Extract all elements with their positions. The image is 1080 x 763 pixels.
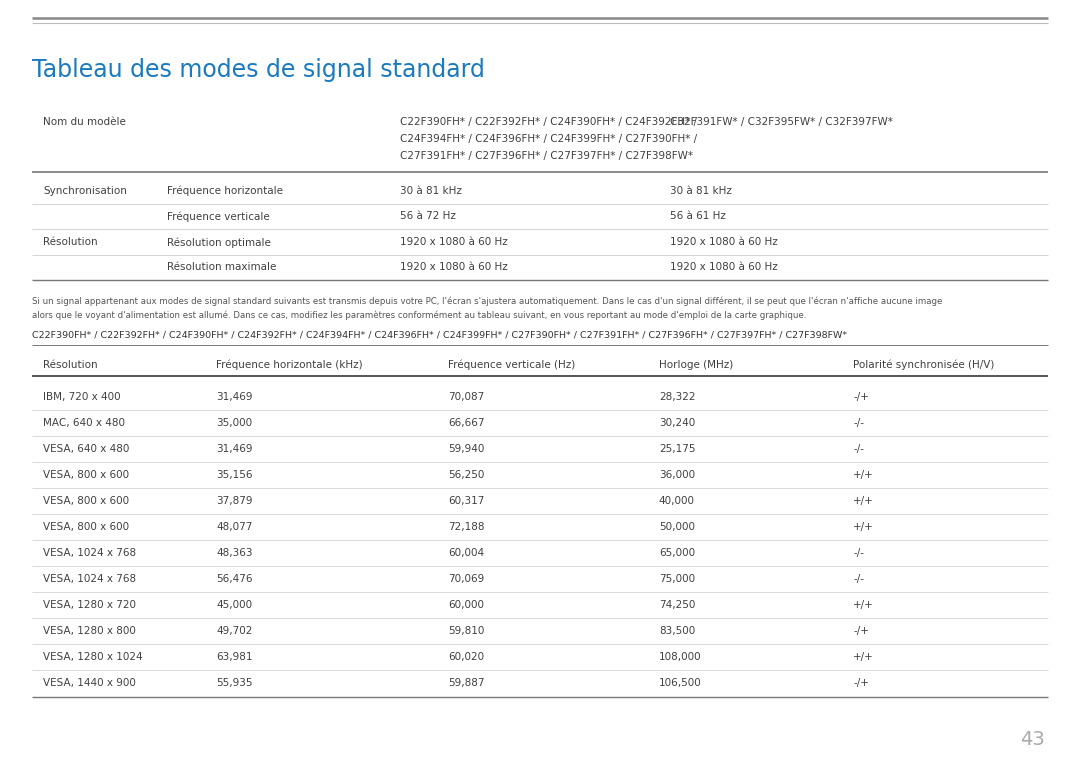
Text: 56,476: 56,476 [216, 574, 253, 584]
Text: -/-: -/- [853, 418, 864, 428]
Text: 59,810: 59,810 [448, 626, 485, 636]
Text: C22F390FH* / C22F392FH* / C24F390FH* / C24F392FH* / C24F394FH* / C24F396FH* / C2: C22F390FH* / C22F392FH* / C24F390FH* / C… [32, 331, 847, 340]
Text: 37,879: 37,879 [216, 496, 253, 506]
Text: 56 à 72 Hz: 56 à 72 Hz [400, 211, 456, 221]
Text: 55,935: 55,935 [216, 678, 253, 688]
Text: VESA, 1024 x 768: VESA, 1024 x 768 [43, 574, 136, 584]
Text: VESA, 1280 x 800: VESA, 1280 x 800 [43, 626, 136, 636]
Text: 83,500: 83,500 [659, 626, 696, 636]
Text: -/-: -/- [853, 574, 864, 584]
Text: Tableau des modes de signal standard: Tableau des modes de signal standard [32, 58, 485, 82]
Text: Résolution: Résolution [43, 237, 98, 247]
Text: 30 à 81 kHz: 30 à 81 kHz [400, 186, 461, 196]
Text: 30 à 81 kHz: 30 à 81 kHz [670, 186, 731, 196]
Text: 75,000: 75,000 [659, 574, 694, 584]
Text: 72,188: 72,188 [448, 522, 485, 532]
Text: Fréquence verticale (Hz): Fréquence verticale (Hz) [448, 360, 576, 371]
Text: VESA, 640 x 480: VESA, 640 x 480 [43, 444, 130, 454]
Text: VESA, 800 x 600: VESA, 800 x 600 [43, 522, 130, 532]
Text: Résolution maximale: Résolution maximale [167, 262, 276, 272]
Text: 31,469: 31,469 [216, 392, 253, 402]
Text: 66,667: 66,667 [448, 418, 485, 428]
Text: +/+: +/+ [853, 496, 874, 506]
Text: 60,000: 60,000 [448, 600, 484, 610]
Text: MAC, 640 x 480: MAC, 640 x 480 [43, 418, 125, 428]
Text: 30,240: 30,240 [659, 418, 696, 428]
Text: +/+: +/+ [853, 652, 874, 662]
Text: 48,077: 48,077 [216, 522, 253, 532]
Text: 43: 43 [1021, 730, 1045, 749]
Text: Si un signal appartenant aux modes de signal standard suivants est transmis depu: Si un signal appartenant aux modes de si… [32, 296, 943, 305]
Text: C24F394FH* / C24F396FH* / C24F399FH* / C27F390FH* /: C24F394FH* / C24F396FH* / C24F399FH* / C… [400, 134, 697, 144]
Text: 56,250: 56,250 [448, 470, 485, 480]
Text: -/-: -/- [853, 444, 864, 454]
Text: +/+: +/+ [853, 522, 874, 532]
Text: C27F391FH* / C27F396FH* / C27F397FH* / C27F398FW*: C27F391FH* / C27F396FH* / C27F397FH* / C… [400, 151, 692, 161]
Text: 1920 x 1080 à 60 Hz: 1920 x 1080 à 60 Hz [670, 262, 778, 272]
Text: VESA, 1440 x 900: VESA, 1440 x 900 [43, 678, 136, 688]
Text: Résolution: Résolution [43, 360, 98, 370]
Text: 70,087: 70,087 [448, 392, 485, 402]
Text: Synchronisation: Synchronisation [43, 186, 127, 196]
Text: 60,004: 60,004 [448, 548, 484, 558]
Text: 60,317: 60,317 [448, 496, 485, 506]
Text: 35,156: 35,156 [216, 470, 253, 480]
Text: 1920 x 1080 à 60 Hz: 1920 x 1080 à 60 Hz [400, 262, 508, 272]
Text: 48,363: 48,363 [216, 548, 253, 558]
Text: VESA, 1280 x 1024: VESA, 1280 x 1024 [43, 652, 143, 662]
Text: 1920 x 1080 à 60 Hz: 1920 x 1080 à 60 Hz [670, 237, 778, 247]
Text: +/+: +/+ [853, 470, 874, 480]
Text: 70,069: 70,069 [448, 574, 485, 584]
Text: 1920 x 1080 à 60 Hz: 1920 x 1080 à 60 Hz [400, 237, 508, 247]
Text: Résolution optimale: Résolution optimale [167, 237, 271, 247]
Text: Fréquence verticale: Fréquence verticale [167, 211, 270, 221]
Text: C32F391FW* / C32F395FW* / C32F397FW*: C32F391FW* / C32F395FW* / C32F397FW* [670, 117, 892, 127]
Text: Polarité synchronisée (H/V): Polarité synchronisée (H/V) [853, 360, 995, 371]
Text: VESA, 800 x 600: VESA, 800 x 600 [43, 496, 130, 506]
Text: IBM, 720 x 400: IBM, 720 x 400 [43, 392, 121, 402]
Text: VESA, 1024 x 768: VESA, 1024 x 768 [43, 548, 136, 558]
Text: VESA, 1280 x 720: VESA, 1280 x 720 [43, 600, 136, 610]
Text: alors que le voyant d'alimentation est allumé. Dans ce cas, modifiez les paramèt: alors que le voyant d'alimentation est a… [32, 311, 807, 320]
Text: -/+: -/+ [853, 392, 869, 402]
Text: 108,000: 108,000 [659, 652, 701, 662]
Text: Fréquence horizontale (kHz): Fréquence horizontale (kHz) [216, 360, 363, 371]
Text: 65,000: 65,000 [659, 548, 694, 558]
Text: 63,981: 63,981 [216, 652, 253, 662]
Text: 59,940: 59,940 [448, 444, 485, 454]
Text: C22F390FH* / C22F392FH* / C24F390FH* / C24F392FH* /: C22F390FH* / C22F392FH* / C24F390FH* / C… [400, 117, 697, 127]
Text: -/+: -/+ [853, 678, 869, 688]
Text: 45,000: 45,000 [216, 600, 252, 610]
Text: Fréquence horizontale: Fréquence horizontale [167, 186, 283, 197]
Text: +/+: +/+ [853, 600, 874, 610]
Text: 60,020: 60,020 [448, 652, 484, 662]
Text: Nom du modèle: Nom du modèle [43, 117, 126, 127]
Text: Horloge (MHz): Horloge (MHz) [659, 360, 733, 370]
Text: 28,322: 28,322 [659, 392, 696, 402]
Text: 56 à 61 Hz: 56 à 61 Hz [670, 211, 726, 221]
Text: 50,000: 50,000 [659, 522, 694, 532]
Text: 59,887: 59,887 [448, 678, 485, 688]
Text: 106,500: 106,500 [659, 678, 702, 688]
Text: 25,175: 25,175 [659, 444, 696, 454]
Text: 74,250: 74,250 [659, 600, 696, 610]
Text: 35,000: 35,000 [216, 418, 252, 428]
Text: VESA, 800 x 600: VESA, 800 x 600 [43, 470, 130, 480]
Text: 31,469: 31,469 [216, 444, 253, 454]
Text: -/-: -/- [853, 548, 864, 558]
Text: 49,702: 49,702 [216, 626, 253, 636]
Text: -/+: -/+ [853, 626, 869, 636]
Text: 36,000: 36,000 [659, 470, 694, 480]
Text: 40,000: 40,000 [659, 496, 694, 506]
